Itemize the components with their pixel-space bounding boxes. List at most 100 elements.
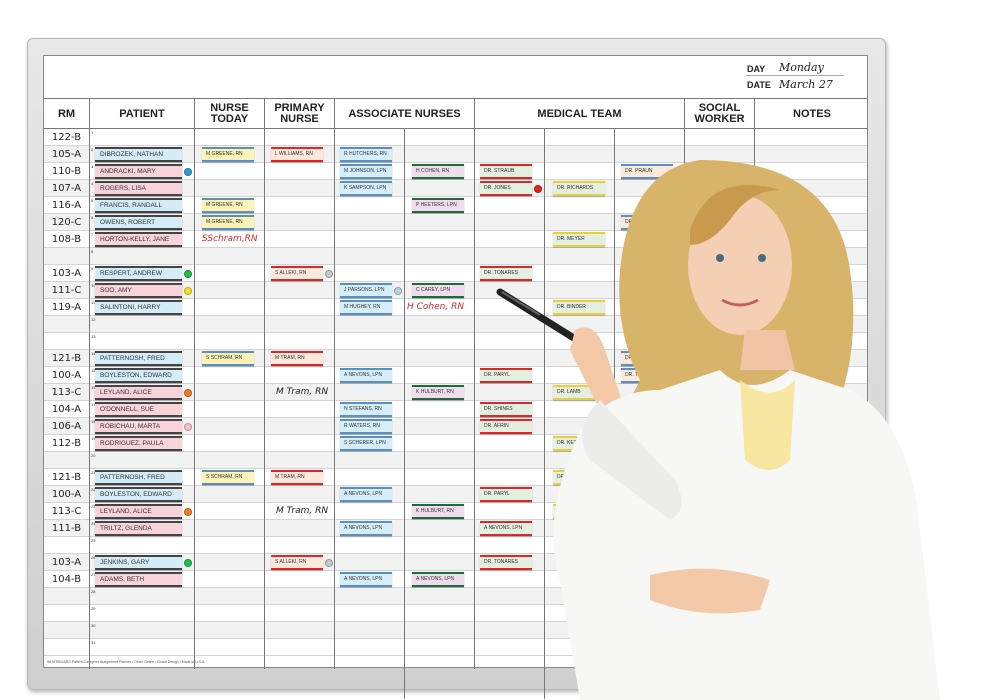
row-number: 10	[91, 283, 96, 288]
med1-magnet[interactable]: DR. STRAUB	[480, 164, 532, 179]
assoc2-magnet[interactable]: P HEETERS, LPN	[412, 198, 464, 213]
med2-magnet[interactable]: DR. MEYER	[553, 232, 605, 247]
assoc1-magnet[interactable]: K SAMPSON, LPN	[340, 181, 392, 196]
assoc1-magnet[interactable]: A NEVONS, LPN	[340, 521, 392, 536]
row-number: 22	[91, 487, 96, 492]
patient-magnet[interactable]: TRILTZ, GLENDA	[95, 521, 182, 536]
patient-magnet[interactable]: OWENS, ROBERT	[95, 215, 182, 230]
assoc2-magnet[interactable]: C CAREY, LPN	[412, 283, 464, 298]
row-number: 27	[91, 572, 96, 577]
column-divider	[264, 99, 265, 669]
status-dot-icon[interactable]	[534, 185, 542, 193]
patient-magnet[interactable]: RESPERT, ANDREW	[95, 266, 182, 281]
med1-magnet[interactable]: DR. JONES	[480, 181, 532, 196]
row-number: 12	[91, 317, 96, 322]
room-number: 113-C	[51, 387, 82, 398]
patient-magnet[interactable]: HORTON-KELLY, JANE	[95, 232, 182, 247]
column-divider	[89, 99, 90, 669]
patient-magnet[interactable]: DIBROZEK, NATHAN	[95, 147, 182, 162]
assoc1-magnet[interactable]: N STEFANS, RN	[340, 402, 392, 417]
assoc1-magnet[interactable]: M JOHNSON, LPN	[340, 164, 392, 179]
room-number: 103-A	[51, 268, 82, 279]
assoc1-magnet[interactable]: J PARSONS, LPN	[340, 283, 392, 298]
patient-magnet[interactable]: ROGERS, LISA	[95, 181, 182, 196]
room-number: 100-A	[51, 370, 82, 381]
med1-magnet[interactable]: DR. PARYL	[480, 487, 532, 502]
status-dot-icon[interactable]	[184, 423, 192, 431]
status-dot-icon[interactable]	[184, 559, 192, 567]
nurse-magnet[interactable]: S SCHRAM, RN	[202, 351, 254, 366]
primary-magnet[interactable]: S ALLEKI, RN	[271, 555, 323, 570]
primary-magnet[interactable]: L WILLIAMS, RN	[271, 147, 323, 162]
assoc2-magnet[interactable]: K HULBURT, RN	[412, 504, 464, 519]
status-dot-icon[interactable]	[184, 270, 192, 278]
row-number: 8	[91, 249, 94, 254]
patient-magnet[interactable]: ROBICHAU, MARTA	[95, 419, 182, 434]
med1-magnet[interactable]: DR. AFRIN	[480, 419, 532, 434]
patient-magnet[interactable]: JENKINS, GARY	[95, 555, 182, 570]
assoc1-magnet[interactable]: A NEVONS, LPN	[340, 487, 392, 502]
column-divider	[474, 99, 475, 669]
nurse-magnet[interactable]: M GREENE, RN	[202, 198, 254, 213]
patient-magnet[interactable]: RODRIGUEZ, PAULA	[95, 436, 182, 451]
status-dot-icon[interactable]	[184, 287, 192, 295]
patient-magnet[interactable]: PATTERNOSH, FRED	[95, 351, 182, 366]
header-associate-nurses: ASSOCIATE NURSES	[334, 99, 474, 129]
assoc1-magnet[interactable]: S SCHERER, LPN	[340, 436, 392, 451]
column-divider	[334, 99, 335, 669]
patient-magnet[interactable]: ADAMS, BETH	[95, 572, 182, 587]
patient-magnet[interactable]: LEYLAND, ALICE	[95, 504, 182, 519]
patient-magnet[interactable]: LEYLAND, ALICE	[95, 385, 182, 400]
med1-magnet[interactable]: DR. TONARES	[480, 266, 532, 281]
status-dot-icon[interactable]	[184, 508, 192, 516]
med3-magnet[interactable]: DR. PRAUN	[621, 164, 673, 179]
assoc1-magnet[interactable]: R WATERS, RN	[340, 419, 392, 434]
row-number: 16	[91, 385, 96, 390]
assoc2-magnet[interactable]: A NEVONS, LPN	[412, 572, 464, 587]
primary-magnet[interactable]: M TRAM, RN	[271, 351, 323, 366]
table-row: 25	[44, 537, 867, 554]
row-number: 14	[91, 351, 96, 356]
med1-magnet[interactable]: DR. PARYL	[480, 368, 532, 383]
nurse-magnet[interactable]: M GREENE, RN	[202, 215, 254, 230]
med1-magnet[interactable]: A NEVONS, LPN	[480, 521, 532, 536]
row-number: 20	[91, 453, 96, 458]
assoc1-magnet[interactable]: A NEVONS, LPN	[340, 572, 392, 587]
patient-magnet[interactable]: BOYLESTON, EDWARD	[95, 368, 182, 383]
status-dot-icon[interactable]	[184, 168, 192, 176]
row-number: 18	[91, 419, 96, 424]
patient-magnet[interactable]: SOO, AMY	[95, 283, 182, 298]
patient-magnet[interactable]: FRANCIS, RANDALL	[95, 198, 182, 213]
med1-magnet[interactable]: DR. TONARES	[480, 555, 532, 570]
assoc2-handwritten-note: H Cohen, RN	[407, 302, 465, 312]
patient-magnet[interactable]: ANDRACKI, MARY	[95, 164, 182, 179]
primary-magnet[interactable]: M TRAM, RN	[271, 470, 323, 485]
date-label: DATE	[747, 80, 771, 90]
patient-magnet[interactable]: BOYLESTON, EDWARD	[95, 487, 182, 502]
patient-magnet[interactable]: SALINTONI, HARRY	[95, 300, 182, 315]
row-number: 3	[91, 164, 94, 169]
primary-handwritten-note: M Tram, RN	[276, 506, 329, 516]
med2-magnet[interactable]: DR. BINDER	[553, 300, 605, 315]
assoc2-magnet[interactable]: K HULBURT, RN	[412, 385, 464, 400]
assoc1-magnet[interactable]: M HUGHEY, RN	[340, 300, 392, 315]
med2-magnet[interactable]: DR. RICHARDS	[553, 181, 605, 196]
room-number: 106-A	[51, 421, 82, 432]
row-number: 21	[91, 470, 96, 475]
table-row: 116-A 5 FRANCIS, RANDALL M GREENE, RN P HEET…	[44, 197, 867, 214]
status-dot-icon[interactable]	[325, 270, 333, 278]
assoc1-magnet[interactable]: R HUTCHERS, RN	[340, 147, 392, 162]
nurse-magnet[interactable]: S SCHRAM, RN	[202, 470, 254, 485]
patient-magnet[interactable]: O'DONNELL, SUE	[95, 402, 182, 417]
room-number: 104-A	[51, 404, 82, 415]
assoc2-magnet[interactable]: H COHEN, RN	[412, 164, 464, 179]
patient-magnet[interactable]: PATTERNOSH, FRED	[95, 470, 182, 485]
primary-magnet[interactable]: S ALLEKI, RN	[271, 266, 323, 281]
med1-magnet[interactable]: DR. SHINES	[480, 402, 532, 417]
status-dot-icon[interactable]	[394, 287, 402, 295]
nurse-magnet[interactable]: M GREENE, RN	[202, 147, 254, 162]
status-dot-icon[interactable]	[325, 559, 333, 567]
status-dot-icon[interactable]	[184, 389, 192, 397]
assoc1-magnet[interactable]: A NEVONS, LPN	[340, 368, 392, 383]
table-row: 104-A 17 O'DONNELL, SUE N STEFANS, RN DR. SH…	[44, 401, 867, 418]
